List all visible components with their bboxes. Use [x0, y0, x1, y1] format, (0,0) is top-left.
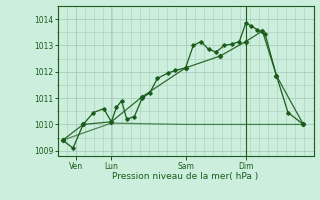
X-axis label: Pression niveau de la mer( hPa ): Pression niveau de la mer( hPa )	[112, 172, 259, 181]
